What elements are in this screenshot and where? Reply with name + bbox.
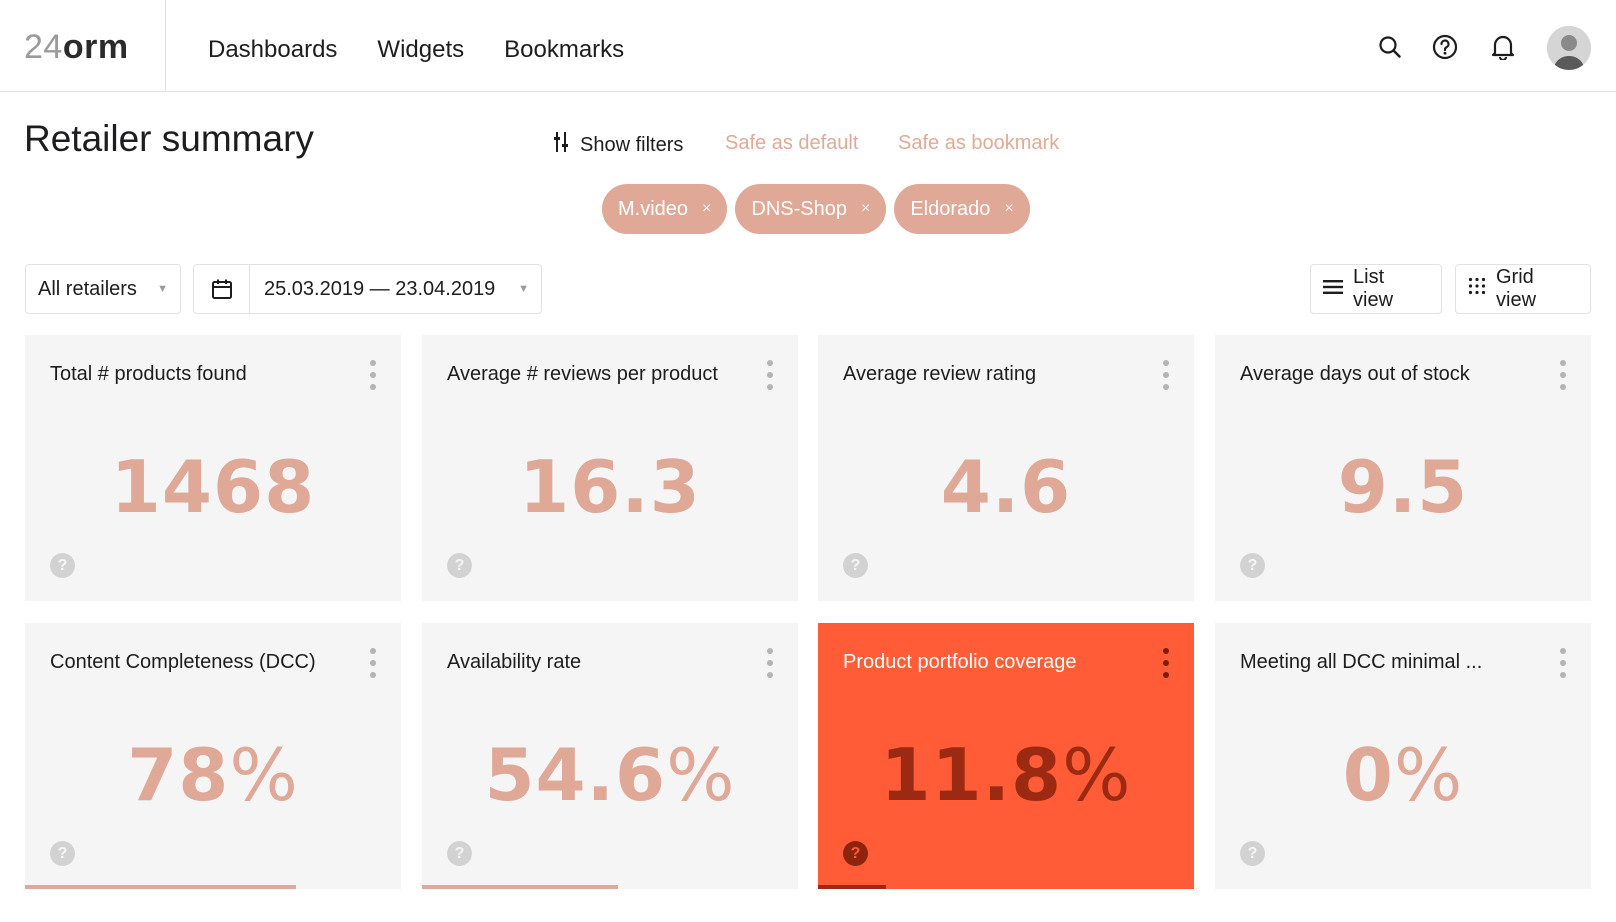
kpi-value-number: 54.6 [484, 733, 667, 817]
kpi-value-number: 11.8 [880, 733, 1063, 817]
kpi-card[interactable]: Average days out of stock 9.5? [1215, 335, 1591, 601]
chip-dns-shop[interactable]: DNS-Shop × [735, 184, 887, 234]
help-icon[interactable]: ? [843, 841, 868, 866]
kpi-card-value: 11.8% [818, 733, 1194, 817]
header-divider [165, 0, 166, 92]
retailer-select[interactable]: All retailers ▼ [25, 264, 181, 314]
save-default-link[interactable]: Safe as default [725, 132, 859, 154]
more-vertical-icon[interactable] [369, 360, 377, 390]
more-vertical-icon[interactable] [766, 648, 774, 678]
kpi-card[interactable]: Meeting all DCC minimal ... 0%? [1215, 623, 1591, 889]
date-range-value: 25.03.2019 — 23.04.2019 [264, 277, 496, 300]
nav-dashboards[interactable]: Dashboards [208, 36, 338, 63]
chip-label: M.video [618, 197, 689, 220]
kpi-card-value: 78% [25, 733, 401, 817]
kpi-card[interactable]: Product portfolio coverage 11.8%? [818, 623, 1194, 889]
main-nav: Dashboards Widgets Bookmarks [208, 36, 624, 64]
chip-eldorado[interactable]: Eldorado × [894, 184, 1030, 234]
kpi-card-value: 4.6 [818, 445, 1194, 529]
help-icon[interactable]: ? [50, 841, 75, 866]
kpi-card[interactable]: Average # reviews per product 16.3? [422, 335, 798, 601]
list-view-label: List view [1353, 266, 1394, 311]
kpi-card-title: Average # reviews per product [447, 363, 718, 385]
date-range-picker[interactable]: 25.03.2019 — 23.04.2019 ▼ [193, 264, 542, 314]
help-icon[interactable]: ? [447, 841, 472, 866]
close-icon[interactable]: × [1004, 200, 1014, 217]
help-icon[interactable]: ? [447, 553, 472, 578]
grid-view-label: Grid view [1496, 266, 1537, 311]
save-bookmark-link[interactable]: Safe as bookmark [898, 132, 1060, 154]
nav-bookmarks[interactable]: Bookmarks [504, 36, 625, 63]
filter-chips: M.video × DNS-Shop × Eldorado × [602, 184, 1030, 234]
list-view-button[interactable]: List view [1310, 264, 1442, 314]
chip-label: DNS-Shop [751, 197, 847, 220]
kpi-card[interactable]: Total # products found 1468? [25, 335, 401, 601]
kpi-card[interactable]: Average review rating 4.6? [818, 335, 1194, 601]
kpi-card-title: Availability rate [447, 651, 582, 673]
kpi-value-number: 78 [127, 733, 230, 817]
more-vertical-icon[interactable] [766, 360, 774, 390]
kpi-card[interactable]: Content Completeness (DCC) 78%? [25, 623, 401, 889]
help-icon[interactable]: ? [1240, 553, 1265, 578]
kpi-value-number: 4.6 [940, 445, 1072, 529]
kpi-progress-bar [818, 885, 886, 889]
kpi-value-number: 0 [1342, 733, 1394, 817]
help-icon[interactable]: ? [50, 553, 75, 578]
bell-icon[interactable] [1489, 33, 1517, 61]
kpi-card-value: 16.3 [422, 445, 798, 529]
chip-label: Eldorado [910, 197, 991, 220]
more-vertical-icon[interactable] [1162, 648, 1170, 678]
kpi-value-number: 9.5 [1337, 445, 1469, 529]
help-icon[interactable]: ? [1240, 841, 1265, 866]
more-vertical-icon[interactable] [1162, 360, 1170, 390]
kpi-card-value: 1468 [25, 445, 401, 529]
logo[interactable]: 24orm [24, 28, 129, 67]
grid-icon [1468, 277, 1486, 301]
kpi-card-value: 0% [1215, 733, 1591, 817]
more-vertical-icon[interactable] [1559, 648, 1567, 678]
kpi-card-value: 54.6% [422, 733, 798, 817]
page-title: Retailer summary [24, 118, 314, 159]
list-icon [1323, 278, 1343, 301]
kpi-card-value: 9.5 [1215, 445, 1591, 529]
kpi-progress-bar [422, 885, 618, 889]
kpi-card-title: Total # products found [50, 363, 247, 385]
show-filters-button[interactable]: Show filters [552, 130, 683, 160]
kpi-value-suffix: % [1393, 733, 1464, 817]
kpi-card-title: Average review rating [843, 363, 1037, 385]
kpi-card[interactable]: Availability rate 54.6%? [422, 623, 798, 889]
help-circle-icon[interactable] [1431, 33, 1459, 61]
kpi-card-title: Content Completeness (DCC) [50, 651, 316, 673]
search-icon[interactable] [1376, 33, 1404, 61]
kpi-value-suffix: % [666, 733, 736, 817]
help-icon[interactable]: ? [843, 553, 868, 578]
nav-widgets[interactable]: Widgets [377, 36, 465, 63]
close-icon[interactable]: × [860, 200, 871, 217]
close-icon[interactable]: × [702, 200, 712, 217]
kpi-value-number: 1468 [110, 445, 316, 529]
grid-view-button[interactable]: Grid view [1455, 264, 1591, 314]
logo-text: orm [62, 28, 129, 66]
chip-mvideo[interactable]: M.video × [602, 184, 728, 234]
kpi-card-title: Average days out of stock [1240, 363, 1470, 385]
avatar[interactable] [1547, 26, 1591, 70]
more-vertical-icon[interactable] [369, 648, 377, 678]
kpi-progress-bar [25, 885, 296, 889]
more-vertical-icon[interactable] [1559, 360, 1567, 390]
calendar-icon[interactable] [194, 265, 250, 313]
logo-digits: 24 [24, 28, 63, 66]
show-filters-label: Show filters [580, 133, 684, 156]
retailer-select-value: All retailers [38, 277, 137, 300]
sliders-icon [552, 130, 570, 160]
kpi-value-suffix: % [229, 733, 299, 817]
kpi-card-title: Product portfolio coverage [843, 651, 1077, 673]
kpi-card-title: Meeting all DCC minimal ... [1240, 651, 1483, 673]
kpi-value-suffix: % [1062, 733, 1132, 817]
caret-down-icon: ▼ [518, 283, 529, 295]
caret-down-icon: ▼ [157, 283, 168, 295]
top-header: 24orm Dashboards Widgets Bookmarks [0, 0, 1616, 92]
kpi-value-number: 16.3 [519, 445, 701, 529]
